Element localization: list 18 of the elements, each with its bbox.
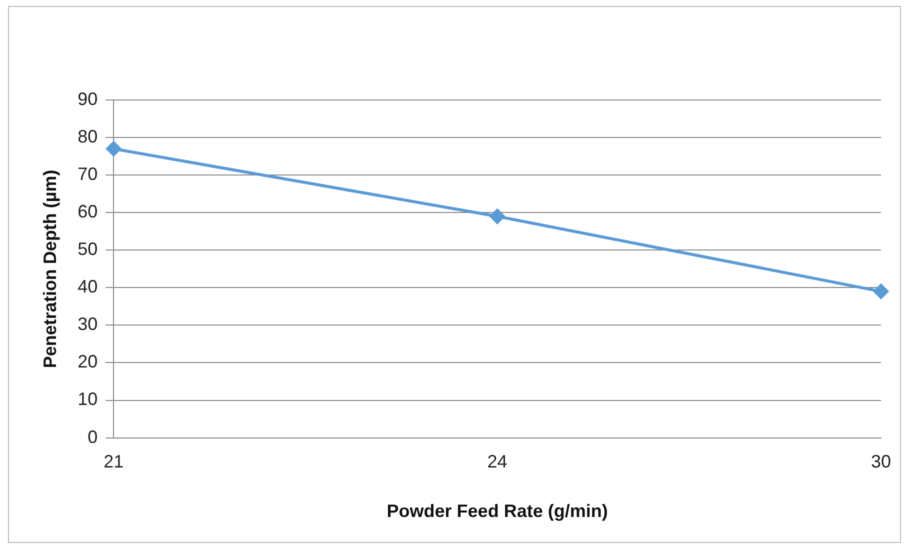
point — [106, 141, 122, 156]
y-tick-label: 20 — [78, 352, 98, 372]
y-tick-label: 30 — [78, 314, 98, 334]
y-tick-label: 90 — [78, 88, 98, 109]
y-tick-label: 40 — [78, 276, 98, 297]
y-tick-label: 80 — [78, 126, 98, 146]
point — [873, 284, 888, 299]
y-tick-label: 10 — [78, 389, 98, 410]
x-tick-label: 21 — [104, 452, 124, 472]
point — [490, 208, 505, 224]
x-tick-label: 24 — [487, 452, 508, 472]
y-tick-label: 70 — [78, 164, 98, 184]
y-axis-title: Penetration Depth (µm) — [40, 170, 60, 368]
y-tick-label: 0 — [88, 426, 98, 447]
x-tick-label: 30 — [870, 452, 892, 472]
y-tick-label: 60 — [78, 202, 98, 222]
y-tick-label: 50 — [78, 239, 98, 260]
x-axis-title: Powder Feed Rate (g/min) — [386, 501, 608, 522]
